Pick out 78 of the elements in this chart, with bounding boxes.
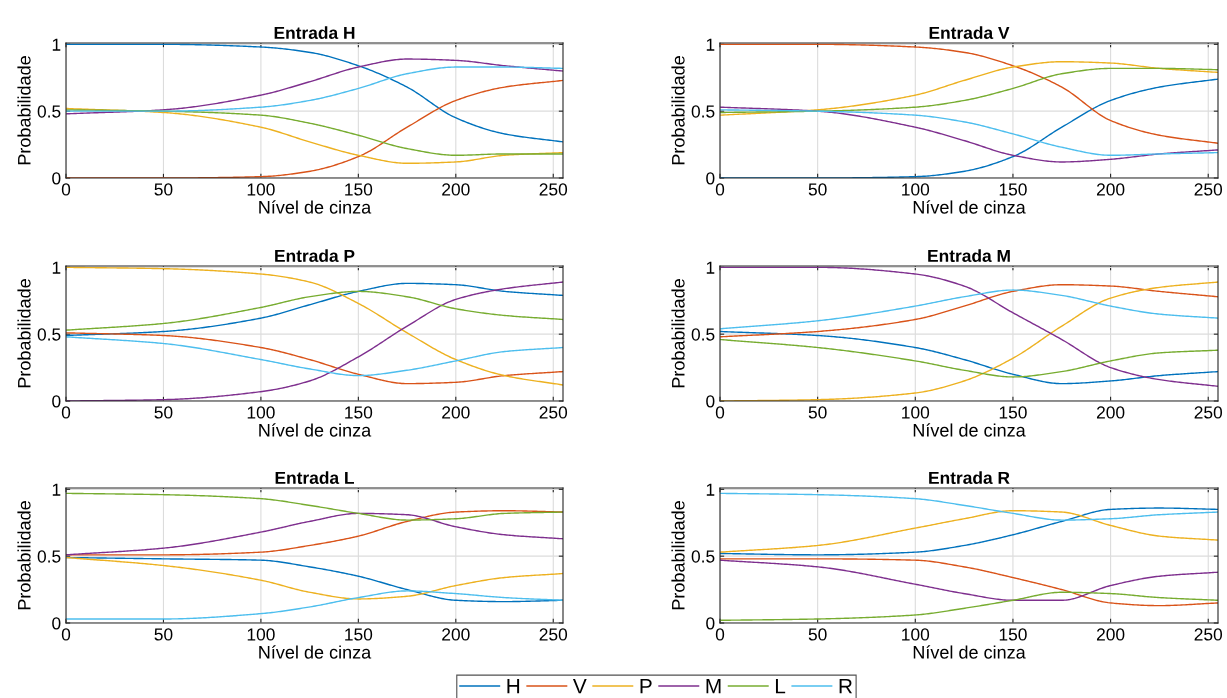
y-tick-label: 0	[706, 395, 715, 408]
legend-label: M	[706, 679, 721, 694]
y-axis-title: Probabilidade	[671, 279, 685, 388]
chart-title: Entrada P	[275, 249, 355, 262]
x-tick-label: 200	[442, 406, 470, 419]
legend-label: P	[640, 679, 652, 694]
y-axis-title: Probabilidade	[17, 56, 31, 165]
y-tick-label: 0	[52, 395, 61, 408]
y-tick-label: 0.5	[691, 550, 715, 563]
y-axis-title: Probabilidade	[671, 56, 685, 165]
x-tick-label: 0	[715, 628, 725, 641]
x-tick-label: 200	[1096, 183, 1125, 196]
x-axis-title: Nível de cinza	[913, 645, 1026, 659]
y-tick-label: 1	[52, 38, 61, 51]
x-tick-label: 150	[345, 628, 373, 641]
x-tick-label: 0	[715, 406, 725, 419]
x-tick-label: 0	[61, 183, 71, 196]
x-axis-title: Nível de cinza	[259, 645, 372, 659]
x-axis-title: Nível de cinza	[913, 423, 1026, 437]
x-tick-label: 200	[1096, 628, 1125, 641]
x-tick-label: 250	[1194, 628, 1223, 641]
chart-title: Entrada R	[929, 471, 1010, 484]
y-tick-label: 0.5	[37, 328, 61, 341]
y-tick-label: 0	[706, 172, 715, 185]
y-tick-label: 1	[706, 38, 715, 51]
x-tick-label: 100	[902, 628, 930, 641]
y-axis-title: Probabilidade	[17, 501, 31, 610]
y-tick-label: 1	[52, 261, 61, 274]
x-tick-label: 0	[61, 628, 71, 641]
legend-label: V	[572, 679, 587, 694]
x-tick-label: 150	[999, 628, 1027, 641]
y-tick-label: 0	[706, 617, 715, 630]
x-tick-label: 100	[247, 183, 275, 196]
x-tick-label: 250	[1194, 183, 1223, 196]
x-tick-label: 200	[1096, 406, 1125, 419]
x-tick-label: 200	[442, 628, 470, 641]
x-tick-label: 50	[808, 183, 827, 196]
x-axis-title: Nível de cinza	[259, 200, 372, 214]
x-tick-label: 250	[539, 183, 568, 196]
y-tick-label: 0.5	[37, 550, 61, 563]
x-tick-label: 50	[808, 628, 827, 641]
x-axis-title: Nível de cinza	[913, 200, 1026, 214]
y-tick-label: 0.5	[691, 105, 715, 118]
y-tick-label: 1	[706, 261, 715, 274]
x-tick-label: 250	[539, 628, 568, 641]
x-tick-label: 200	[442, 183, 470, 196]
y-tick-label: 0.5	[691, 328, 715, 341]
y-tick-label: 1	[706, 483, 715, 496]
y-axis-title: Probabilidade	[17, 279, 31, 388]
chart-title: Entrada L	[275, 471, 354, 484]
chart-title: Entrada V	[929, 26, 1010, 39]
x-tick-label: 100	[902, 406, 930, 419]
x-tick-label: 100	[247, 628, 275, 641]
x-tick-label: 100	[247, 406, 275, 419]
y-tick-label: 0.5	[37, 105, 61, 118]
x-axis-title: Nível de cinza	[259, 423, 372, 437]
x-tick-label: 150	[345, 406, 373, 419]
x-tick-label: 0	[61, 406, 71, 419]
chart-title: Entrada M	[928, 249, 1010, 262]
x-tick-label: 50	[808, 406, 827, 419]
legend-label: H	[507, 679, 520, 694]
x-tick-label: 150	[999, 183, 1027, 196]
y-tick-label: 1	[52, 483, 61, 496]
x-tick-label: 250	[1194, 406, 1223, 419]
y-tick-label: 0	[52, 617, 61, 630]
legend-label: L	[775, 679, 786, 694]
x-tick-label: 50	[154, 406, 173, 419]
x-tick-label: 50	[154, 183, 173, 196]
y-axis-title: Probabilidade	[671, 501, 685, 610]
y-tick-label: 0	[52, 172, 61, 185]
chart-title: Entrada H	[274, 26, 355, 39]
x-tick-label: 150	[999, 406, 1027, 419]
x-tick-label: 250	[539, 406, 568, 419]
x-tick-label: 150	[345, 183, 373, 196]
legend-label: R	[839, 679, 853, 694]
x-tick-label: 100	[902, 183, 930, 196]
x-tick-label: 50	[154, 628, 173, 641]
x-tick-label: 0	[715, 183, 725, 196]
